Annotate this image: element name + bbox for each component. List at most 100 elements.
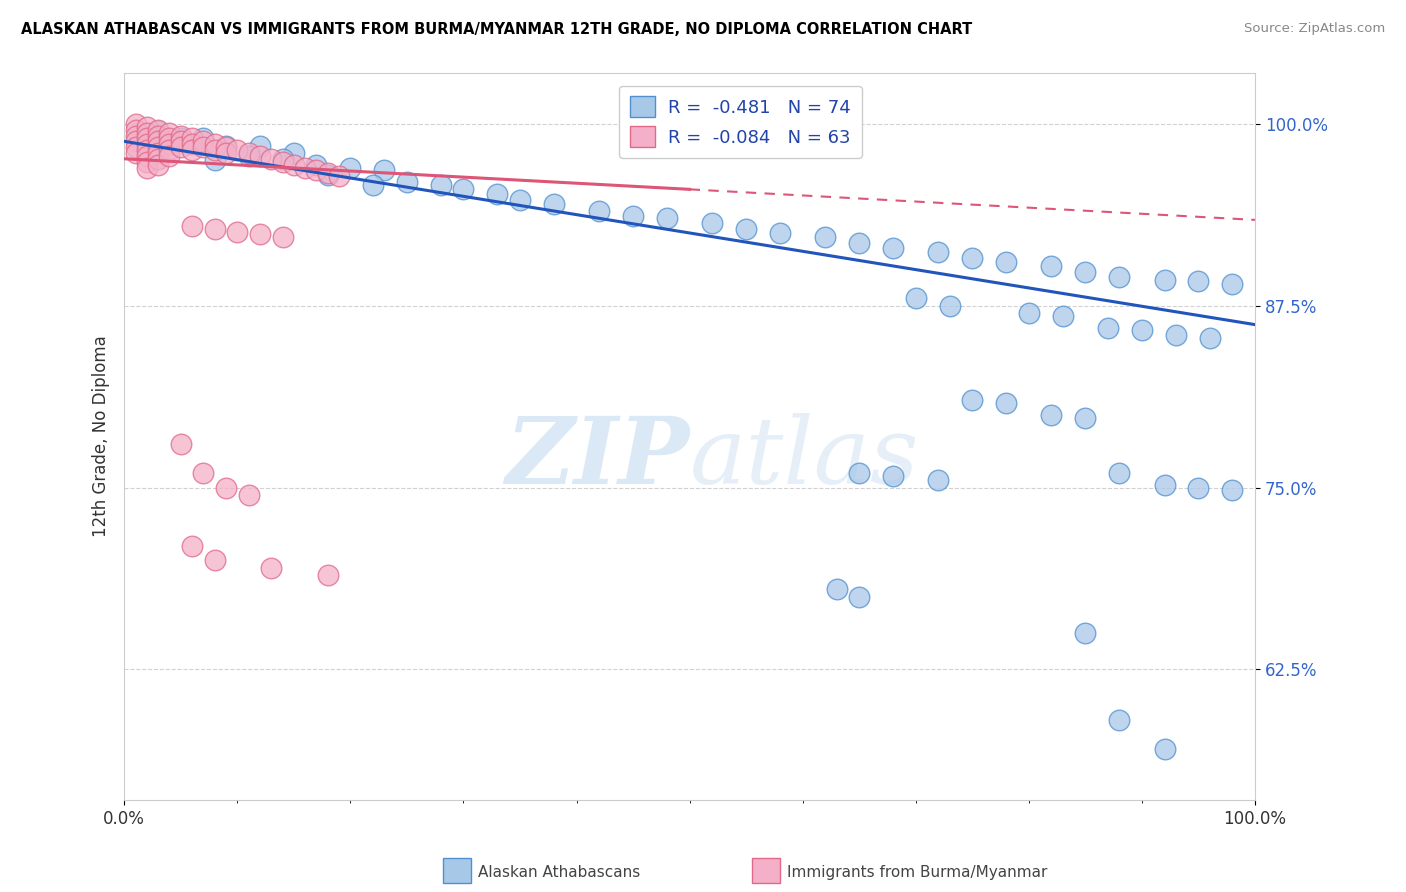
Point — [430, 178, 453, 192]
Point — [170, 140, 193, 154]
Point — [962, 393, 984, 408]
Point — [316, 567, 339, 582]
Point — [486, 186, 509, 201]
Point — [159, 143, 181, 157]
Text: ALASKAN ATHABASCAN VS IMMIGRANTS FROM BURMA/MYANMAR 12TH GRADE, NO DIPLOMA CORRE: ALASKAN ATHABASCAN VS IMMIGRANTS FROM BU… — [21, 22, 973, 37]
Point — [962, 251, 984, 265]
Point — [1018, 306, 1040, 320]
Point — [769, 226, 792, 240]
Point — [170, 131, 193, 145]
Point — [159, 149, 181, 163]
Point — [215, 481, 238, 495]
Point — [1097, 320, 1119, 334]
Text: atlas: atlas — [689, 413, 920, 503]
Point — [124, 134, 146, 148]
Point — [339, 161, 361, 175]
Point — [135, 120, 157, 134]
Legend: R =  -0.481   N = 74, R =  -0.084   N = 63: R = -0.481 N = 74, R = -0.084 N = 63 — [619, 86, 862, 158]
Point — [328, 169, 350, 184]
Point — [904, 292, 927, 306]
Point — [146, 128, 169, 143]
Point — [316, 168, 339, 182]
Point — [848, 590, 870, 604]
Point — [193, 466, 215, 480]
Point — [588, 204, 610, 219]
Point — [146, 145, 169, 160]
Point — [361, 178, 384, 192]
Point — [882, 240, 904, 254]
Point — [146, 140, 169, 154]
Point — [1108, 269, 1130, 284]
Point — [1108, 466, 1130, 480]
Point — [181, 219, 204, 233]
Point — [316, 166, 339, 180]
Point — [146, 134, 169, 148]
Point — [135, 154, 157, 169]
Point — [204, 553, 226, 567]
Point — [882, 468, 904, 483]
Point — [995, 255, 1018, 269]
Point — [1222, 483, 1244, 498]
Point — [509, 193, 531, 207]
Point — [848, 466, 870, 480]
Point — [1040, 260, 1063, 274]
Point — [848, 236, 870, 251]
Point — [927, 244, 949, 259]
Point — [181, 539, 204, 553]
Point — [146, 122, 169, 136]
Text: ZIP: ZIP — [505, 413, 689, 503]
Point — [621, 209, 644, 223]
Point — [159, 137, 181, 152]
Point — [305, 163, 328, 178]
Point — [1164, 327, 1187, 342]
Point — [249, 138, 271, 153]
Point — [159, 126, 181, 140]
Point — [124, 145, 146, 160]
Point — [1130, 323, 1153, 337]
Point — [1153, 742, 1175, 756]
Point — [543, 197, 565, 211]
Point — [655, 211, 678, 226]
Point — [124, 122, 146, 136]
Point — [135, 149, 157, 163]
Point — [204, 143, 226, 157]
Point — [1153, 477, 1175, 491]
Point — [1074, 626, 1097, 640]
Point — [124, 128, 146, 143]
Point — [170, 437, 193, 451]
Point — [215, 140, 238, 154]
Point — [124, 140, 146, 154]
Point — [215, 145, 238, 160]
Point — [204, 153, 226, 168]
Point — [215, 138, 238, 153]
Point — [1074, 410, 1097, 425]
Y-axis label: 12th Grade, No Diploma: 12th Grade, No Diploma — [93, 335, 110, 538]
Point — [283, 158, 305, 172]
Point — [1040, 408, 1063, 422]
Point — [271, 230, 294, 244]
Point — [271, 154, 294, 169]
Point — [1198, 331, 1220, 345]
Point — [135, 143, 157, 157]
Point — [238, 149, 260, 163]
Point — [193, 134, 215, 148]
Point — [170, 134, 193, 148]
Point — [226, 225, 249, 239]
Point — [283, 145, 305, 160]
Point — [135, 161, 157, 175]
Point — [702, 216, 724, 230]
Point — [135, 137, 157, 152]
Point — [825, 582, 848, 597]
Point — [1074, 265, 1097, 279]
Point — [814, 230, 837, 244]
Point — [204, 137, 226, 152]
Point — [181, 137, 204, 152]
Point — [238, 488, 260, 502]
Point — [249, 149, 271, 163]
Point — [238, 145, 260, 160]
Point — [193, 131, 215, 145]
Point — [249, 227, 271, 242]
Point — [204, 221, 226, 235]
Point — [1222, 277, 1244, 291]
Point — [181, 143, 204, 157]
